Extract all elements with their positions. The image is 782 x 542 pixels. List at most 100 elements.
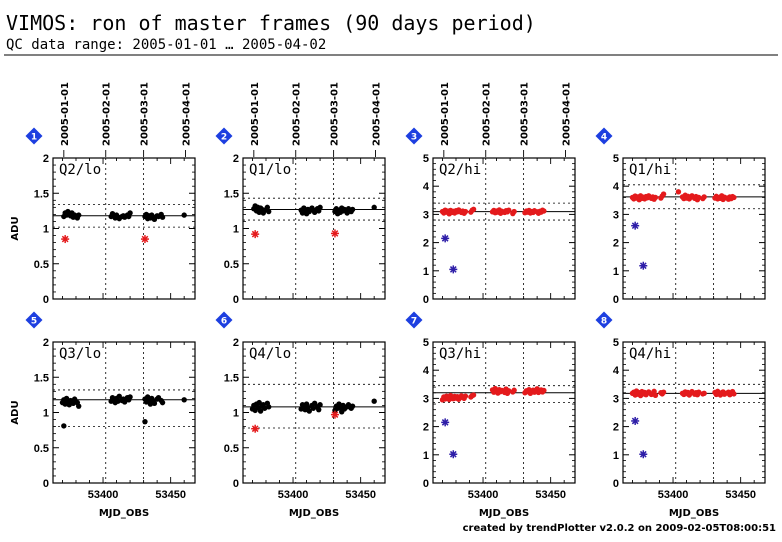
star-stroke [449, 450, 457, 458]
star-stroke [61, 235, 69, 243]
y-tick-label: 0.5 [34, 443, 49, 455]
y-tick-label: 2 [43, 337, 49, 349]
panel-badge-icon [215, 311, 233, 329]
credit-line: created by trendPlotter v2.0.2 on 2009-0… [463, 523, 776, 534]
y-tick-label: 1.5 [224, 372, 239, 384]
plot-frame [52, 341, 196, 484]
date-tick-label: 2005-03-01 [330, 82, 341, 146]
y-tick-label: 3 [423, 209, 429, 221]
date-tick-label: 2005-04-01 [182, 82, 193, 146]
data-point [506, 388, 512, 394]
y-tick-label: 3 [613, 209, 619, 221]
panel-badge-number: 8 [601, 317, 607, 327]
date-tick-label: 2005-02-01 [292, 82, 303, 146]
y-axis-label: ADU [10, 400, 21, 424]
data-point [675, 189, 682, 195]
star-point [330, 410, 339, 419]
x-tick-label: 53450 [345, 489, 376, 501]
data-point [310, 405, 317, 411]
date-tick-label: 2005-03-01 [520, 82, 531, 146]
plot-frame [622, 341, 766, 484]
x-tick-label: 53450 [535, 489, 566, 501]
data-point [151, 400, 158, 407]
y-tick-label: 1 [43, 408, 49, 420]
data-point [75, 212, 82, 218]
data-point [511, 387, 517, 393]
data-point [371, 204, 377, 211]
star-stroke [631, 417, 639, 425]
panel-3: 3 0 1 2 3 4 5 2005-01-01 2005-02-01 2005-03-01 200… [405, 82, 576, 306]
data-point [371, 398, 377, 404]
date-tick-label: 2005-03-01 [140, 82, 151, 146]
data-point [181, 212, 187, 218]
y-tick-label: 0.5 [34, 259, 49, 271]
data-point [61, 423, 67, 429]
plot-frame [242, 157, 386, 300]
panel-badge-number: 5 [31, 317, 37, 327]
panel-2: 2 0 0.5 1 1.5 2 2005-01-01 2005-02-01 2005-03-01… [215, 82, 386, 306]
star-point [140, 235, 149, 244]
date-tick-label: 2005-04-01 [562, 82, 573, 146]
x-axis-label: MJD_OBS [669, 508, 719, 519]
data-point [317, 402, 323, 408]
data-point [470, 392, 477, 398]
y-tick-label: 0.5 [224, 259, 239, 271]
data-point [265, 404, 272, 410]
data-point [731, 391, 737, 397]
data-point [142, 418, 148, 425]
panel-grid: 1 0 0.5 1 1.5 2 2005-01-01 2005-02-01 2005-03-01… [10, 82, 766, 519]
panel-badge-number: 6 [221, 317, 227, 327]
data-point [462, 393, 469, 399]
panel-7: 7 0 1 2 3 4 5 53400 53450 Q3/hi MJD_OBS [405, 311, 576, 519]
star-point [449, 450, 458, 459]
y-tick-label: 0 [43, 294, 49, 306]
panel-badge-icon [215, 127, 233, 145]
y-tick-label: 4 [423, 181, 430, 193]
y-tick-label: 1 [613, 450, 619, 462]
y-tick-label: 2 [233, 337, 239, 349]
data-point [462, 208, 469, 215]
y-tick-label: 5 [423, 153, 429, 165]
panel-label: Q2/lo [59, 162, 101, 178]
x-axis-label: MJD_OBS [99, 508, 149, 519]
star-stroke [251, 230, 259, 238]
y-tick-label: 0 [43, 478, 49, 490]
panel-badge-icon [405, 311, 423, 329]
data-point [317, 204, 323, 211]
y-tick-label: 1 [613, 266, 619, 278]
panel-badge-icon [595, 127, 613, 145]
date-tick-label: 2005-04-01 [372, 82, 383, 146]
data-point [652, 392, 659, 398]
y-tick-label: 0 [233, 294, 239, 306]
data-point [344, 210, 350, 216]
x-tick-label: 53400 [278, 489, 309, 501]
star-point [631, 221, 640, 230]
date-tick-label: 2005-01-01 [60, 82, 71, 146]
data-point [115, 398, 121, 404]
panel-badge-number: 1 [31, 133, 37, 143]
data-point [127, 210, 133, 216]
y-tick-label: 0 [423, 294, 429, 306]
figure-title: VIMOS: ron of master frames (90 days per… [6, 11, 536, 35]
panel-label: Q4/hi [629, 346, 671, 362]
x-tick-label: 53400 [88, 489, 119, 501]
x-tick-label: 53400 [658, 489, 689, 501]
plot-frame [622, 157, 766, 300]
panel-badge-number: 2 [221, 133, 227, 143]
panel-label: Q4/lo [249, 346, 291, 362]
star-stroke [331, 230, 339, 237]
data-point [121, 399, 128, 405]
data-point [306, 408, 312, 414]
data-point [470, 206, 477, 213]
y-tick-label: 1 [43, 224, 49, 236]
panel-label: Q1/lo [249, 162, 291, 178]
data-point [506, 207, 512, 213]
y-tick-label: 1.5 [34, 372, 49, 384]
y-tick-label: 1.5 [34, 188, 49, 200]
star-stroke [449, 266, 457, 273]
date-tick-label: 2005-01-01 [250, 82, 261, 146]
x-axis-label: MJD_OBS [289, 508, 339, 519]
star-point [639, 450, 648, 459]
y-tick-label: 5 [423, 337, 429, 349]
panel-8: 8 0 1 2 3 4 5 53400 53450 Q4/hi MJD_OBS [595, 311, 766, 519]
